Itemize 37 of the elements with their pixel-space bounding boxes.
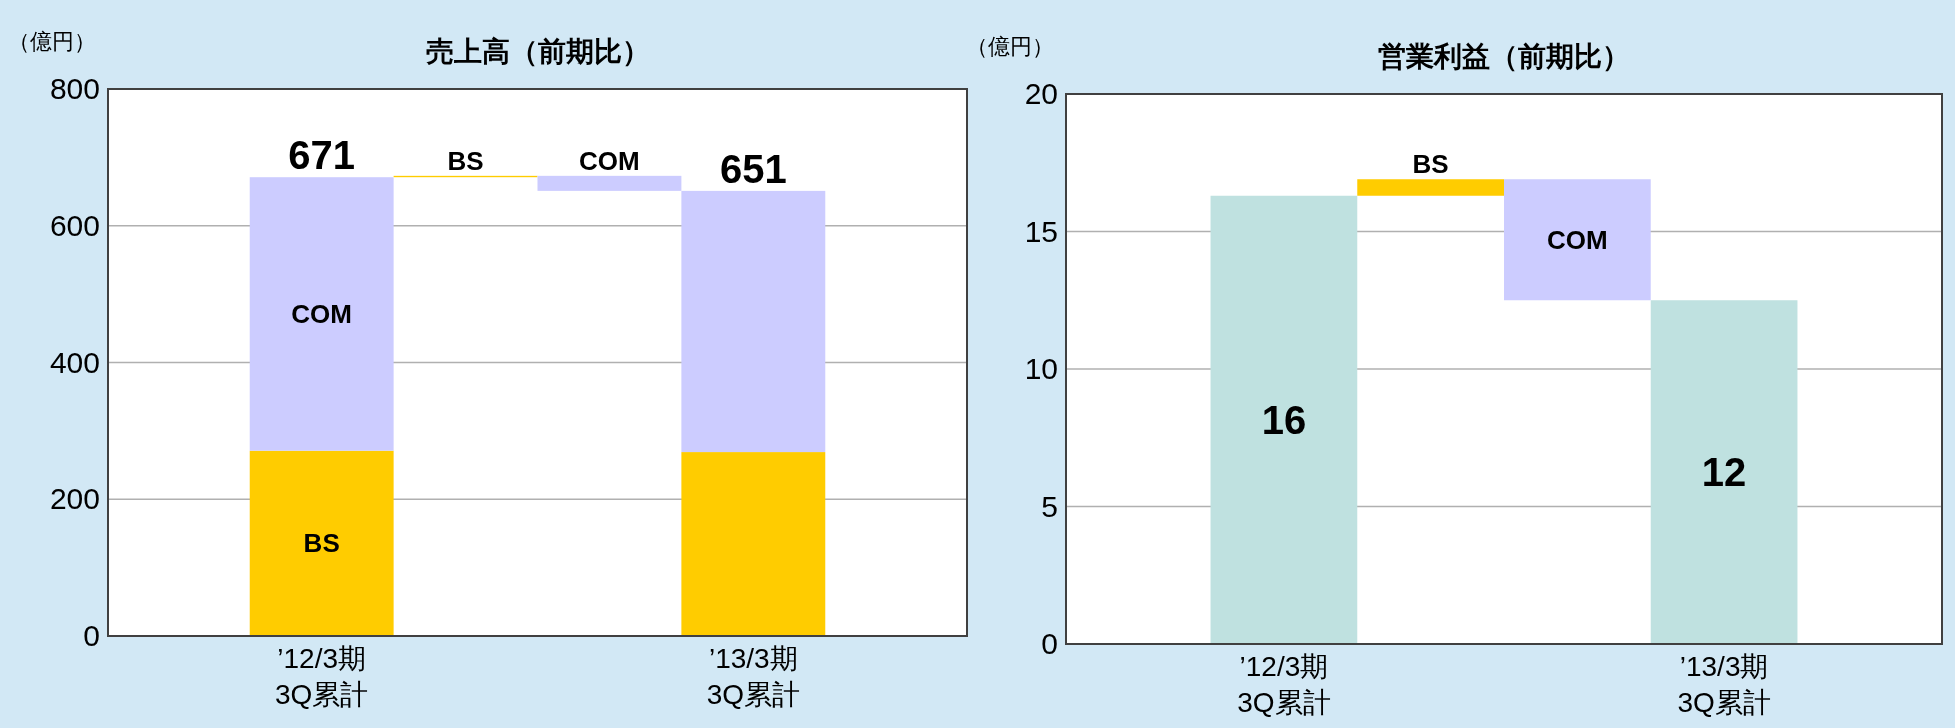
y-axis-title: （億円） (966, 34, 1054, 59)
series-label: BS (447, 145, 484, 176)
bar (1210, 195, 1358, 644)
text: COM (291, 298, 353, 329)
y-tick-label: 0 (1041, 627, 1058, 660)
y-tick-label: 0 (83, 619, 100, 652)
x-tick-label: ’13/3期 3Q累計 (1677, 651, 1771, 718)
total-label: 651 (719, 146, 787, 191)
bar (1357, 179, 1504, 196)
x-tick-label: ’13/3期 3Q累計 (706, 643, 800, 710)
bar (537, 175, 682, 191)
y-tick-label: 600 (49, 208, 100, 242)
y-tick-label: 400 (49, 345, 100, 379)
bar (1504, 179, 1651, 301)
bar (249, 177, 394, 451)
bar (1650, 300, 1798, 644)
series-label: BS (1412, 149, 1449, 180)
data-label: 16 (1261, 397, 1307, 442)
text: BS (303, 528, 340, 559)
y-axis-title: （億円） (8, 29, 96, 54)
series-label: COM (1547, 224, 1608, 255)
y-tick-label: 800 (49, 72, 100, 105)
y-tick-label: 5 (1041, 489, 1058, 523)
bar (681, 452, 826, 636)
chart-title: 売上高（前期比） (425, 36, 650, 67)
total-label: 671 (288, 133, 356, 178)
bar (681, 190, 826, 453)
chart-title: 営業利益（前期比） (1378, 41, 1630, 72)
bar (249, 450, 394, 636)
y-tick-label: 200 (49, 482, 100, 516)
x-tick-label: ’12/3期 3Q累計 (275, 643, 369, 710)
x-tick-label: ’12/3期 3Q累計 (1237, 651, 1331, 718)
y-tick-label: 20 (1024, 77, 1058, 110)
data-label: 12 (1701, 450, 1747, 495)
y-tick-label: 15 (1024, 214, 1058, 248)
y-tick-label: 10 (1024, 352, 1058, 385)
series-label: COM (579, 145, 640, 176)
